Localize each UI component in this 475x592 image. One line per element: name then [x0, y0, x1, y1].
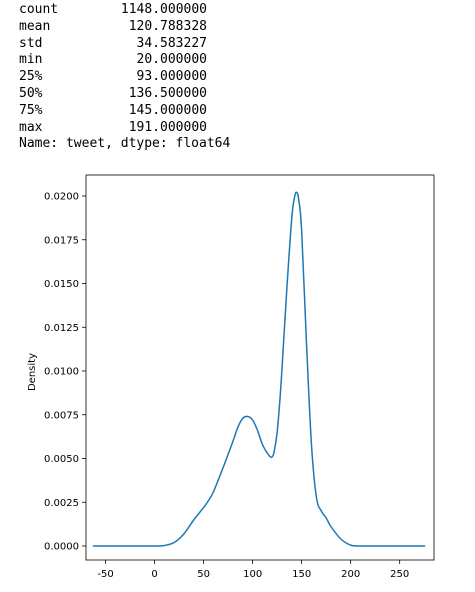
x-tick-label: 150	[292, 569, 311, 580]
stat-key: count	[19, 2, 59, 17]
stat-value: 93.000000	[136, 69, 207, 85]
stat-key: std	[19, 35, 43, 51]
stat-key: 25%	[19, 69, 43, 85]
x-tick-label: 100	[243, 569, 262, 580]
axes-frame	[85, 174, 435, 561]
describe-output: count 1148.000000 mean 120.788328 std 34.5832…	[19, 2, 230, 153]
series-info-footer: Name: tweet, dtype: float64	[19, 136, 231, 152]
stat-value: 1148.000000	[120, 2, 207, 17]
density-plot: 0.0000 0.0025 0.0050 0.0075 0.0100 0.0125 0.01…	[27, 174, 435, 580]
x-axis-ticks: -50 0 50 100 150 200 250	[97, 560, 409, 580]
x-tick-label: 50	[197, 569, 210, 580]
stat-key: max	[19, 119, 43, 135]
y-tick-label: 0.0150	[44, 279, 79, 290]
y-tick-label: 0.0025	[44, 498, 79, 509]
stat-row: 50% 136.500000	[19, 86, 230, 103]
x-tick-label: -50	[97, 569, 113, 580]
stat-row: count 1148.000000	[19, 2, 230, 19]
stat-key: 50%	[19, 85, 43, 101]
stat-row: 75% 145.000000	[19, 103, 230, 120]
stat-value: 20.000000	[136, 52, 207, 68]
stat-row: mean 120.788328	[19, 19, 230, 36]
y-axis-ticks: 0.0000 0.0025 0.0050 0.0075 0.0100 0.0125 0.01…	[44, 192, 86, 553]
stat-key: 75%	[19, 102, 43, 118]
y-tick-label: 0.0000	[44, 542, 79, 553]
y-tick-label: 0.0075	[44, 410, 79, 421]
stat-key: mean	[19, 18, 51, 34]
stat-value: 191.000000	[128, 119, 207, 135]
x-tick-label: 200	[341, 569, 360, 580]
y-tick-label: 0.0125	[44, 323, 79, 334]
x-tick-label: 0	[151, 569, 157, 580]
y-tick-label: 0.0175	[44, 235, 79, 246]
stat-rows: count 1148.000000 mean 120.788328 std 34.5832…	[19, 2, 230, 136]
density-curve	[92, 191, 426, 547]
y-tick-label: 0.0050	[44, 454, 79, 465]
y-axis-label: Density	[27, 353, 38, 391]
stat-row: std 34.583227	[19, 36, 230, 53]
x-tick-label: 250	[390, 569, 409, 580]
stat-row: max 191.000000	[19, 120, 230, 137]
stat-value: 120.788328	[128, 18, 207, 34]
stat-value: 145.000000	[128, 102, 207, 118]
stat-value: 34.583227	[136, 35, 207, 51]
y-tick-label: 0.0200	[44, 192, 79, 203]
stat-row: min 20.000000	[19, 52, 230, 69]
stat-value: 136.500000	[128, 85, 207, 101]
stat-row: 25% 93.000000	[19, 69, 230, 86]
y-tick-label: 0.0100	[44, 367, 79, 378]
stat-key: min	[19, 52, 43, 68]
